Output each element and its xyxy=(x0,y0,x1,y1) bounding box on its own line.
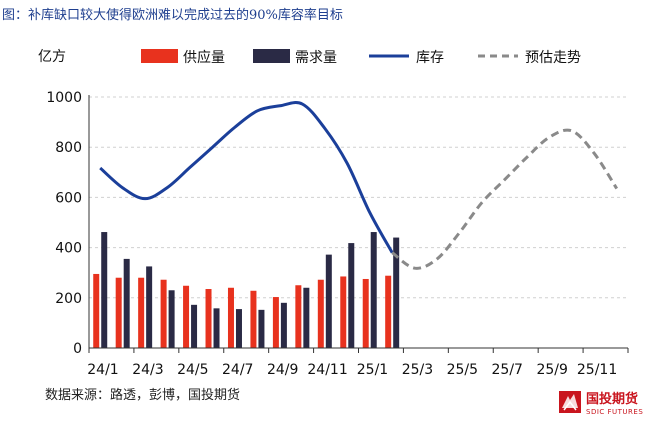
bar-supply xyxy=(93,273,100,348)
x-tick-label: 24/3 xyxy=(132,362,163,378)
grid xyxy=(89,96,628,299)
legend-forecast-label: 预估走势 xyxy=(525,50,581,66)
chart-title: 图：补库缺口较大使得欧洲难以完成过去的90%库容率目标 xyxy=(2,8,343,23)
x-tick-label: 25/1 xyxy=(357,362,388,378)
bars xyxy=(93,232,400,348)
bar-supply xyxy=(385,275,392,348)
bar-supply xyxy=(160,279,167,348)
logo-name: 国投期货 xyxy=(586,392,639,407)
x-tick-label: 24/11 xyxy=(307,362,347,378)
x-tick-label: 24/5 xyxy=(177,362,208,378)
bar-supply xyxy=(340,276,347,348)
bar-demand xyxy=(325,254,332,348)
bar-supply xyxy=(317,279,324,348)
x-tick-label: 24/1 xyxy=(87,362,118,378)
bar-demand xyxy=(258,309,265,348)
legend-stock-label: 库存 xyxy=(416,50,444,66)
bar-demand xyxy=(213,308,220,348)
x-tick-label: 25/5 xyxy=(447,362,478,378)
bar-demand xyxy=(370,232,377,348)
bar-supply xyxy=(362,278,369,348)
y-tick-label: 800 xyxy=(55,140,82,156)
bar-supply xyxy=(183,285,190,348)
bar-supply xyxy=(138,277,145,348)
bar-supply xyxy=(205,289,212,348)
x-tick-label: 25/7 xyxy=(492,362,523,378)
legend-supply-swatch xyxy=(141,49,178,63)
x-tick-label: 25/3 xyxy=(402,362,433,378)
x-tick-label: 24/9 xyxy=(267,362,298,378)
bar-demand xyxy=(280,302,287,348)
legend-demand-label: 需求量 xyxy=(295,50,337,66)
bar-demand xyxy=(146,266,153,348)
x-tick-label: 25/9 xyxy=(536,362,567,378)
bar-demand xyxy=(168,290,175,348)
x-tick-label: 24/7 xyxy=(222,362,253,378)
y-tick-label: 200 xyxy=(55,291,82,307)
legend-demand-swatch xyxy=(253,49,290,63)
bar-supply xyxy=(227,287,234,348)
source-note: 数据来源：路透，彭博，国投期货 xyxy=(45,388,241,403)
company-logo: 国投期货 SDIC FUTURES xyxy=(558,388,658,426)
bar-demand xyxy=(348,243,355,348)
axes: 0 200 400 600 800 1000 亿方 24/1 24/3 24/5 24/7 24/9 2… xyxy=(38,49,629,378)
legend-supply-label: 供应量 xyxy=(183,49,225,66)
y-tick-label: 0 xyxy=(73,341,82,357)
bar-demand xyxy=(101,232,108,348)
legend: 供应量 需求量 库存 预估走势 xyxy=(141,49,581,66)
bar-supply xyxy=(115,277,122,348)
bar-demand xyxy=(123,258,130,348)
bar-demand xyxy=(235,309,242,348)
line-stock xyxy=(99,101,394,254)
x-tick-label: 25/11 xyxy=(577,362,617,378)
bar-supply xyxy=(295,285,302,348)
bar-demand xyxy=(393,237,400,348)
logo-mark-icon xyxy=(559,391,581,413)
bar-demand xyxy=(191,304,198,348)
bar-supply xyxy=(250,290,257,348)
y-axis-label: 亿方 xyxy=(38,49,66,65)
y-tick-label: 600 xyxy=(55,190,82,206)
bar-supply xyxy=(272,297,279,348)
bar-demand xyxy=(303,287,310,348)
y-tick-label: 1000 xyxy=(46,90,82,106)
y-tick-label: 400 xyxy=(55,241,82,257)
logo-subtitle: SDIC FUTURES xyxy=(586,408,644,416)
lines xyxy=(99,101,619,270)
line-forecast xyxy=(391,128,619,270)
